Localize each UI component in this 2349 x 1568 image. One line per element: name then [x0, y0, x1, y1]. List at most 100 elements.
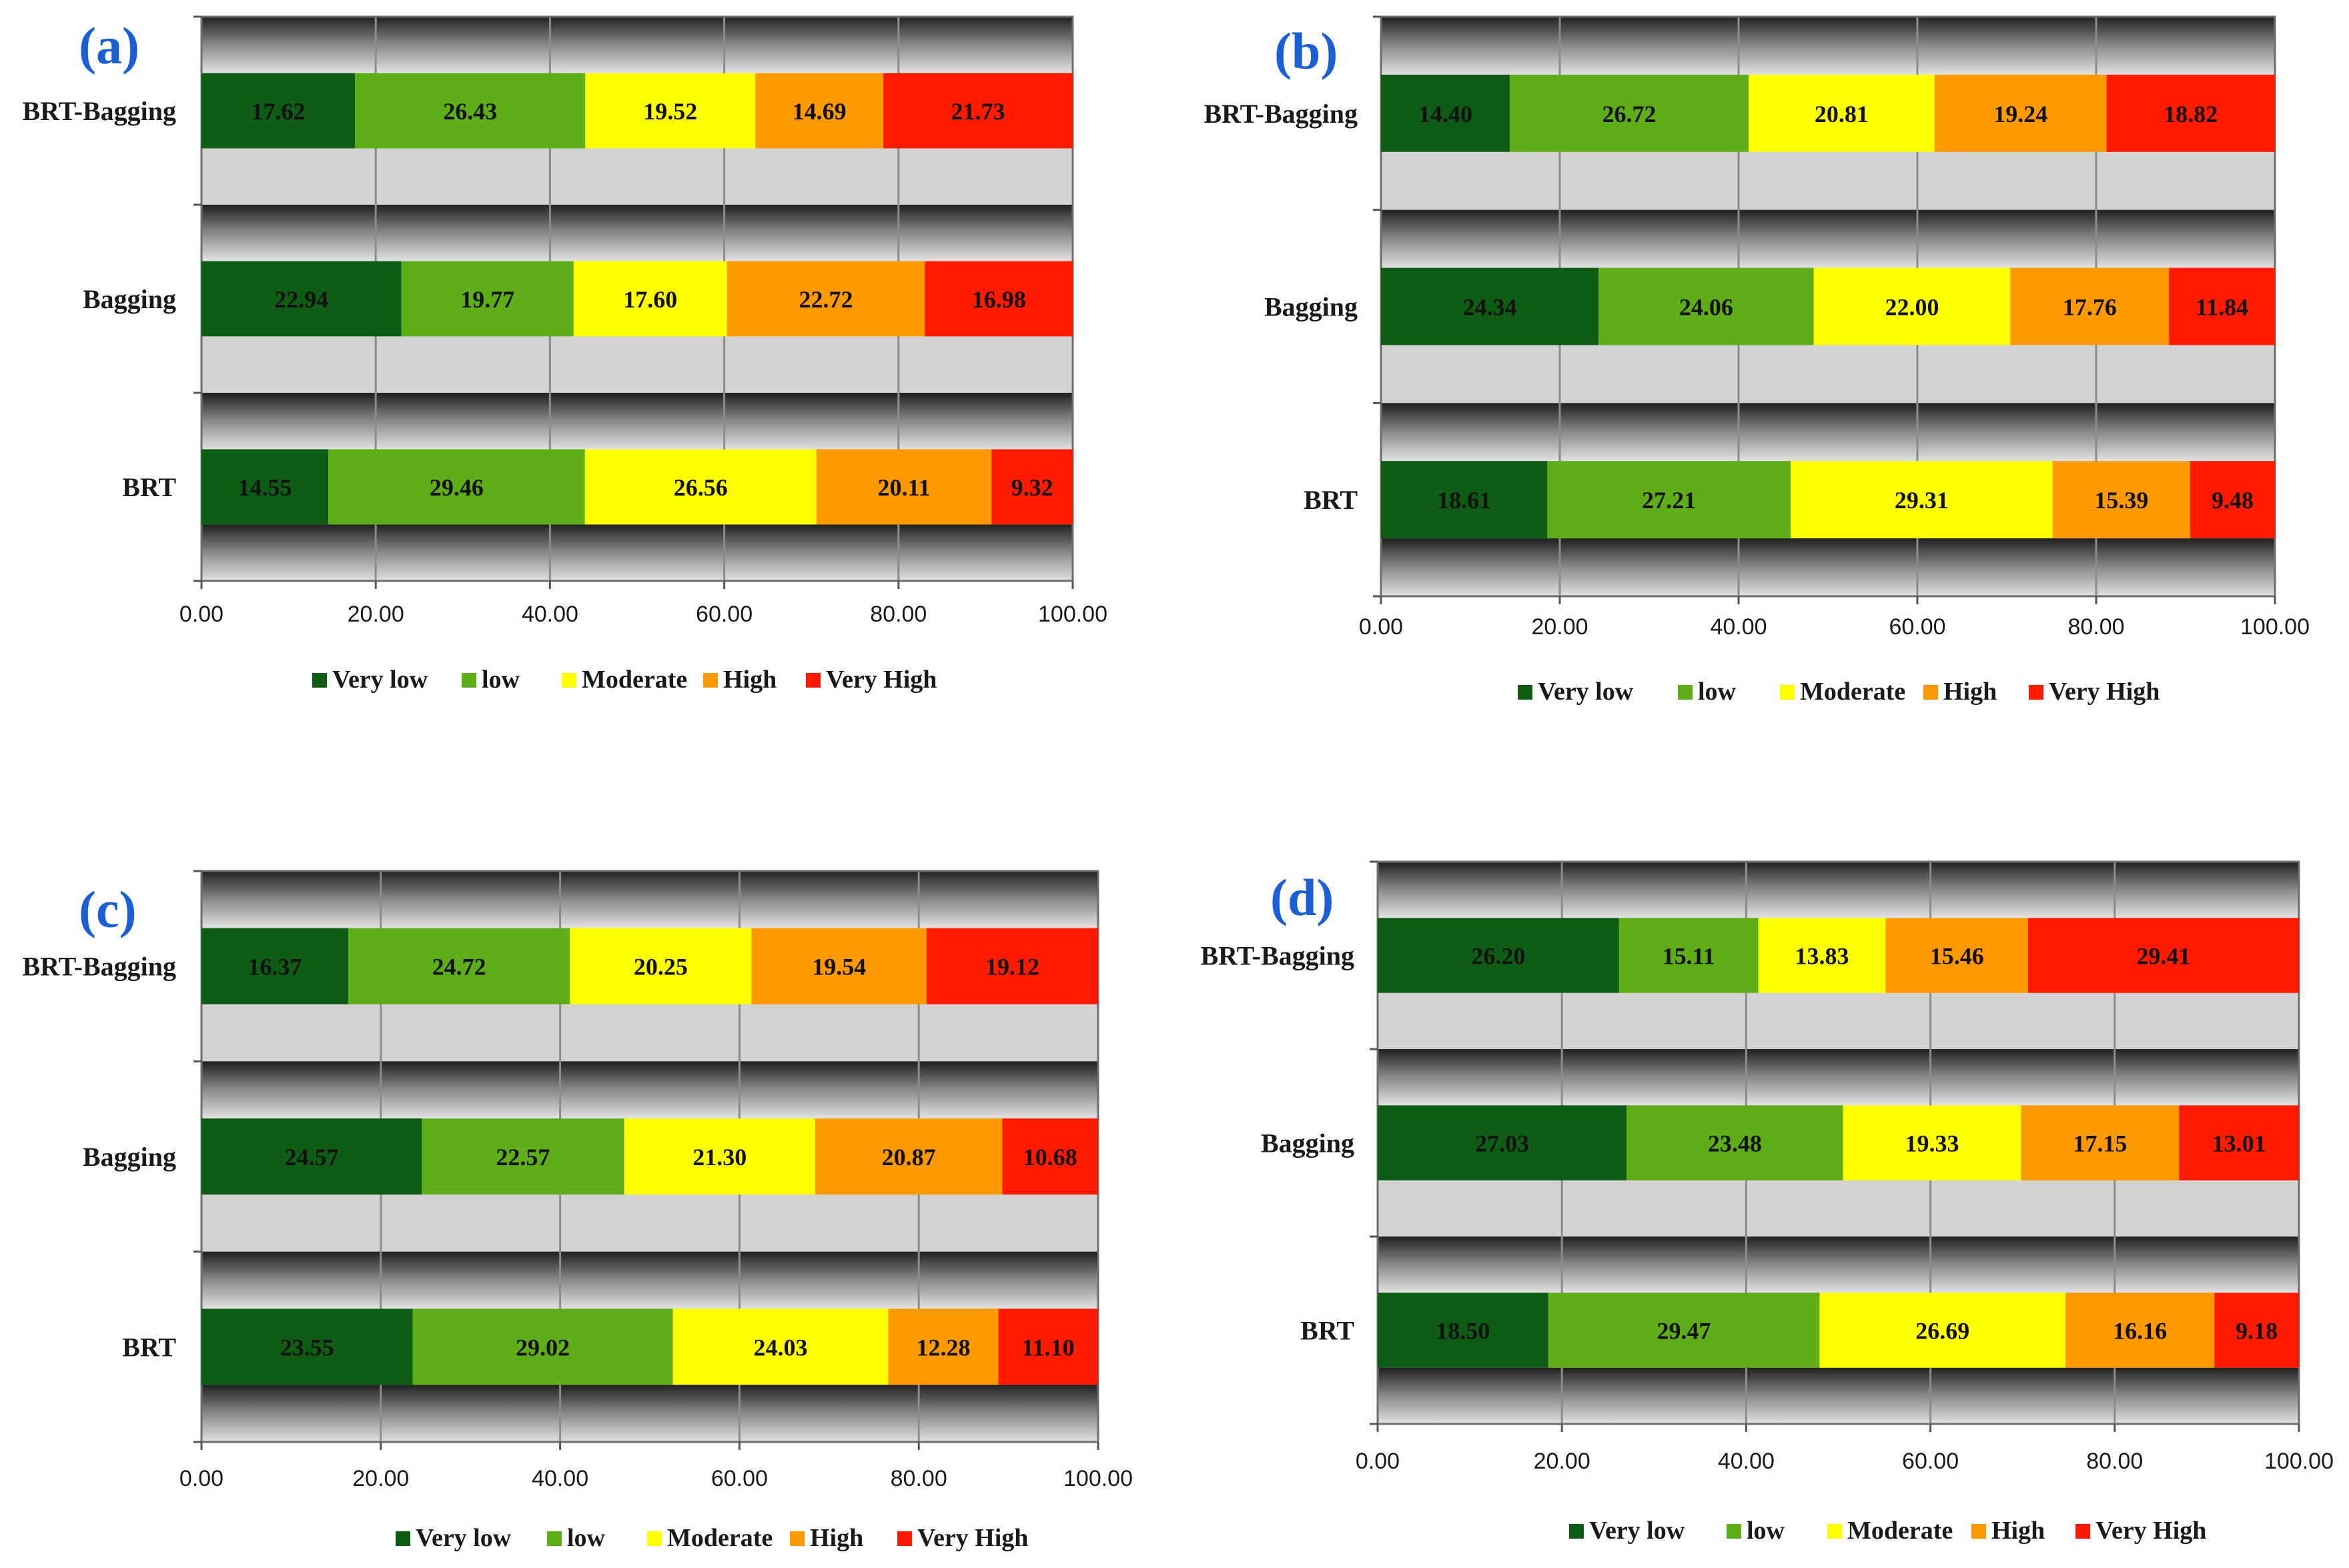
- data-label: 21.73: [951, 98, 1005, 125]
- legend-swatch-very-low: [1569, 1524, 1584, 1539]
- gradient-band: [1378, 1049, 2299, 1106]
- chart-panel-d: 26.20 15.11 13.83 15.46 29.41 BRT-Bagging 27.0…: [1200, 860, 2334, 1545]
- x-tick-label: 80.00: [870, 602, 927, 627]
- bar-brt-low: [1547, 461, 1791, 539]
- x-tick-label: 40.00: [522, 602, 578, 627]
- gradient-band: [1378, 862, 2299, 918]
- gradient-band: [1381, 403, 2275, 462]
- bar-bagging-high: [2010, 267, 2170, 345]
- legend-label: low: [1698, 678, 1737, 706]
- legend-swatch-moderate: [647, 1531, 662, 1546]
- data-label: 26.69: [1915, 1318, 1969, 1345]
- x-tick-label: 80.00: [2086, 1449, 2143, 1474]
- bar-bagging-moderate: [573, 261, 727, 337]
- data-label: 14.40: [1418, 101, 1472, 127]
- data-label: 15.39: [2094, 487, 2148, 514]
- legend-label: Moderate: [667, 1524, 773, 1552]
- legend-swatch-low: [1678, 685, 1693, 700]
- bar-brt-bagging-moderate: [1749, 74, 1935, 152]
- bar-bagging-very-high: [1002, 1118, 1098, 1195]
- panel-label: (d): [1270, 868, 1334, 926]
- legend-label: Moderate: [1800, 678, 1905, 706]
- category-label: Bagging: [83, 1142, 176, 1172]
- data-label: 19.52: [643, 98, 697, 125]
- data-label: 11.10: [1022, 1334, 1075, 1361]
- x-tick-label: 100.00: [2264, 1449, 2334, 1474]
- category-label: Bagging: [83, 284, 176, 314]
- data-label: 22.57: [496, 1144, 550, 1170]
- bar-brt-bagging-moderate: [570, 928, 752, 1004]
- data-label: 29.47: [1657, 1318, 1711, 1345]
- data-label: 24.03: [754, 1334, 808, 1361]
- x-tick-label: 80.00: [2067, 614, 2124, 640]
- data-label: 15.11: [1663, 943, 1715, 970]
- bar-brt-high: [2065, 1293, 2215, 1368]
- gradient-band: [1378, 1367, 2299, 1424]
- x-tick-label: 100.00: [1038, 602, 1107, 627]
- legend-swatch-moderate: [1780, 685, 1795, 700]
- data-label: 27.21: [1642, 487, 1696, 514]
- data-label: 13.83: [1795, 943, 1849, 970]
- data-label: 29.41: [2137, 943, 2191, 970]
- bar-brt-high: [816, 449, 992, 525]
- data-label: 14.55: [238, 474, 292, 501]
- data-label: 10.68: [1023, 1144, 1077, 1170]
- category-label: BRT-Bagging: [22, 952, 176, 982]
- bar-brt-bagging-high: [1885, 918, 2028, 993]
- legend-swatch-low: [462, 673, 476, 688]
- bar-brt-bagging-low: [1509, 74, 1749, 152]
- data-label: 11.84: [2196, 294, 2248, 321]
- data-label: 24.34: [1463, 294, 1517, 321]
- data-label: 9.18: [2236, 1318, 2278, 1345]
- gradient-band: [201, 1061, 1098, 1118]
- gradient-band: [1378, 1237, 2299, 1293]
- legend-swatch-very-low: [396, 1531, 410, 1546]
- panel-label: (a): [79, 17, 139, 75]
- data-label: 9.32: [1011, 474, 1053, 501]
- legend-swatch-high: [790, 1531, 805, 1546]
- data-label: 19.33: [1905, 1130, 1959, 1157]
- x-tick-label: 20.00: [348, 602, 404, 627]
- legend-label: High: [1943, 678, 1997, 706]
- legend-label: Moderate: [1847, 1517, 1953, 1545]
- data-label: 19.12: [985, 954, 1039, 980]
- panel-label: (b): [1274, 22, 1338, 80]
- bar-brt-bagging-low: [1618, 918, 1759, 993]
- data-label: 29.02: [516, 1334, 570, 1361]
- bar-brt-moderate: [584, 449, 817, 525]
- x-tick-label: 100.00: [1063, 1466, 1133, 1491]
- legend-label: Very low: [1589, 1517, 1685, 1545]
- legend-label: Very High: [2049, 678, 2160, 706]
- bar-bagging-very-low: [1378, 1105, 1627, 1181]
- legend-swatch-very-high: [897, 1531, 912, 1546]
- legend-swatch-very-high: [806, 673, 821, 688]
- bar-bagging-moderate: [1843, 1105, 2021, 1181]
- bar-brt-high: [2052, 461, 2190, 539]
- category-label: BRT-Bagging: [1200, 941, 1354, 971]
- data-label: 19.77: [460, 286, 514, 313]
- bar-bagging-moderate: [624, 1118, 815, 1195]
- category-label: BRT: [122, 1332, 176, 1362]
- category-label: BRT: [1300, 1316, 1354, 1346]
- bar-brt-bagging-very-high: [883, 73, 1073, 149]
- data-label: 22.94: [274, 286, 328, 313]
- data-label: 23.48: [1708, 1130, 1762, 1157]
- gradient-band: [1381, 17, 2275, 75]
- bar-brt-very-high: [998, 1309, 1098, 1385]
- data-label: 20.11: [877, 474, 930, 501]
- data-label: 19.24: [1993, 101, 2047, 127]
- bar-brt-very-high: [2190, 461, 2275, 539]
- legend-label: Very High: [917, 1524, 1028, 1552]
- gradient-band: [201, 1251, 1098, 1309]
- data-label: 16.37: [248, 954, 302, 980]
- legend-label: low: [1747, 1517, 1785, 1545]
- gradient-band: [201, 205, 1073, 261]
- data-label: 18.61: [1437, 487, 1491, 514]
- data-label: 20.25: [634, 954, 688, 980]
- bar-bagging-low: [1626, 1105, 1843, 1181]
- bar-bagging-low: [401, 261, 574, 337]
- bar-bagging-high: [2021, 1105, 2180, 1181]
- data-label: 18.82: [2164, 101, 2218, 127]
- gradient-band: [201, 524, 1073, 581]
